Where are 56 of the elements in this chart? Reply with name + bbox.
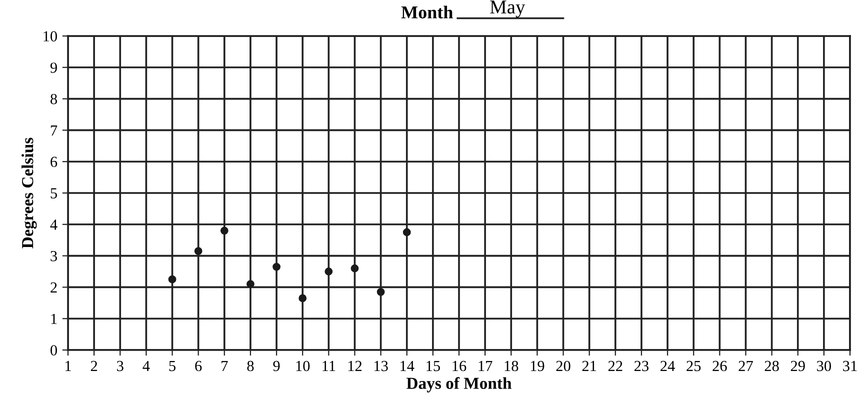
x-tick-label: 26 <box>712 360 727 372</box>
x-tick-label: 5 <box>169 361 176 372</box>
point <box>298 294 307 302</box>
x-tick-label: 8 <box>247 360 254 372</box>
y-tick-label: 1 <box>51 314 57 324</box>
x-axis-title: Days of Month <box>406 377 512 392</box>
x-tick-label: 16 <box>452 360 466 372</box>
point <box>376 288 385 296</box>
x-tick-label: 1 <box>66 360 71 372</box>
x-tick-label: 17 <box>478 360 492 372</box>
x-tick-label: 23 <box>634 360 649 372</box>
x-tick-label: 21 <box>582 360 596 372</box>
x-tick-label: 18 <box>504 360 518 372</box>
y-tick-label: 5 <box>50 188 57 198</box>
x-tick-label: 6 <box>195 360 202 372</box>
x-tick-label: 25 <box>686 360 701 372</box>
chart-title: Month <box>401 6 453 18</box>
point <box>168 275 176 284</box>
x-tick-label: 27 <box>738 360 753 372</box>
x-tick-label: 11 <box>322 360 336 372</box>
x-tick-label: 20 <box>556 360 570 372</box>
point <box>220 226 228 235</box>
point <box>272 262 280 271</box>
x-tick-label: 4 <box>142 360 150 372</box>
x-tick-label: 29 <box>790 360 805 372</box>
point <box>402 228 411 236</box>
y-tick-label: 4 <box>50 220 58 230</box>
x-tick-label: 9 <box>273 360 280 372</box>
chart-subtitle: May <box>490 0 526 18</box>
x-tick-label: 13 <box>374 360 388 372</box>
y-axis-title: Degrees Celsius <box>22 138 37 248</box>
y-tick-label: 6 <box>50 156 58 168</box>
x-tick-label: 14 <box>400 360 414 372</box>
x-tick-label: 24 <box>660 360 675 372</box>
x-tick-label: 15 <box>426 360 440 372</box>
x-tick-label: 22 <box>608 360 622 372</box>
x-tick-label: 12 <box>348 360 362 372</box>
x-tick-label: 19 <box>530 360 544 372</box>
y-tick-label: 9 <box>50 62 57 73</box>
y-tick-label: 10 <box>44 31 57 42</box>
y-tick-label: 3 <box>50 250 57 262</box>
point <box>350 264 359 272</box>
point <box>324 268 333 276</box>
point <box>246 280 254 288</box>
x-tick-label: 31 <box>843 360 857 372</box>
x-tick-label: 30 <box>817 360 831 372</box>
y-tick-label: 7 <box>50 125 58 136</box>
x-tick-label: 7 <box>222 361 228 372</box>
y-tick-label: 8 <box>50 94 57 104</box>
y-tick-label: 2 <box>50 282 57 292</box>
point <box>194 247 202 256</box>
x-tick-label: 2 <box>90 360 98 372</box>
x-tick-label: 28 <box>764 360 779 372</box>
y-tick-label: 0 <box>50 345 57 356</box>
x-tick-label: 3 <box>117 360 124 372</box>
x-tick-label: 10 <box>296 360 310 372</box>
